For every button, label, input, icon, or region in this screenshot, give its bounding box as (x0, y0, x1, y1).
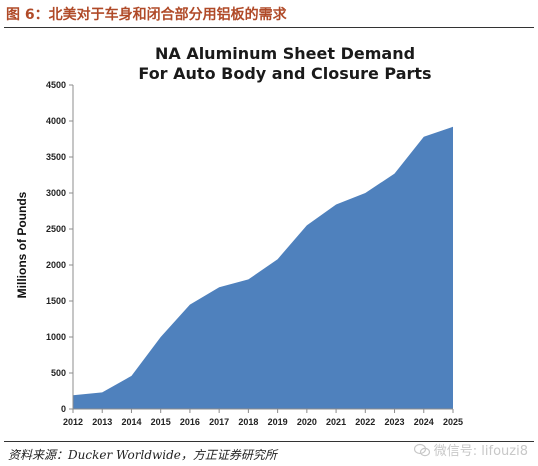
y-tick-label: 500 (51, 368, 66, 378)
y-tick-label: 3500 (46, 152, 66, 162)
x-tick-label: 2024 (414, 417, 434, 427)
y-tick-label: 3000 (46, 188, 66, 198)
figure-caption: 图 6：北美对于车身和闭合部分用铝板的需求 (6, 7, 287, 23)
x-tick-label: 2022 (355, 417, 375, 427)
y-tick-label: 0 (61, 404, 66, 414)
watermark: 微信号: lifouzi8 (413, 440, 528, 459)
x-tick-label: 2012 (63, 417, 83, 427)
area-chart: NA Aluminum Sheet Demand For Auto Body a… (15, 44, 463, 427)
x-tick-label: 2018 (238, 417, 258, 427)
bottom-divider (4, 441, 534, 442)
x-tick-label: 2016 (180, 417, 200, 427)
y-tick-label: 2500 (46, 224, 66, 234)
y-tick-label: 4000 (46, 116, 66, 126)
x-tick-label: 2020 (297, 417, 317, 427)
y-tick-label: 4500 (46, 80, 66, 90)
x-tick-label: 2025 (443, 417, 463, 427)
series-area (73, 126, 453, 410)
wechat-icon (413, 443, 430, 456)
y-tick-label: 1000 (46, 332, 66, 342)
top-divider (4, 27, 534, 28)
x-tick-label: 2019 (268, 417, 288, 427)
x-tick-label: 2015 (151, 417, 171, 427)
plot-area: 0 500 1000 1500 2000 2500 3000 3500 4000 4500 2012… (46, 80, 463, 427)
chart-title-line-2: For Auto Body and Closure Parts (138, 64, 431, 83)
watermark-text: 微信号: lifouzi8 (433, 444, 528, 459)
x-tick-label: 2014 (121, 417, 141, 427)
y-tick-label: 2000 (46, 260, 66, 270)
y-axis-title: Millions of Pounds (15, 191, 29, 298)
x-tick-label: 2023 (385, 417, 405, 427)
chart-title-line-1: NA Aluminum Sheet Demand (155, 44, 415, 63)
x-tick-label: 2013 (92, 417, 112, 427)
y-tick-label: 1500 (46, 296, 66, 306)
x-tick-label: 2021 (326, 417, 346, 427)
x-tick-label: 2017 (209, 417, 229, 427)
source-note: 资料来源：Ducker Worldwide，方正证券研究所 (8, 448, 277, 462)
